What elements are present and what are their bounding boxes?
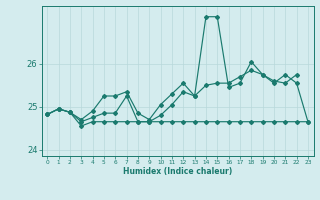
X-axis label: Humidex (Indice chaleur): Humidex (Indice chaleur)	[123, 167, 232, 176]
